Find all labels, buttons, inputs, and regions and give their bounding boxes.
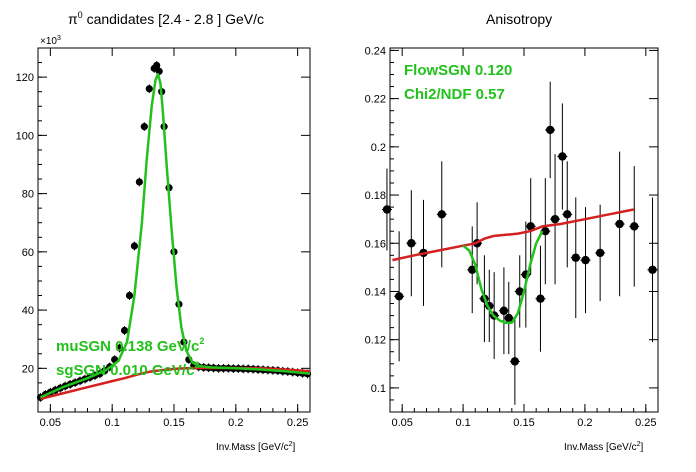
x-tick-label: 0.2 — [577, 417, 592, 429]
background-fit-line — [392, 208, 634, 262]
y-tick-label: 0.12 — [365, 335, 386, 347]
annotation-musgn: muSGN 0.138 GeV/c2 — [56, 336, 204, 355]
right-panel: Anisotropy 0.05 0.1 0.15 0.2 0.25 0.1 0.12 0.14… — [365, 11, 659, 453]
annotation-flowsgn: FlowSGN 0.120 — [404, 62, 512, 79]
data-point — [140, 123, 148, 131]
y-tick-label: 100 — [16, 130, 34, 142]
data-point — [120, 326, 129, 335]
signal-fit-line — [39, 72, 311, 399]
data-point — [153, 61, 161, 70]
data-point — [545, 125, 555, 135]
y-tick-label: 0.16 — [365, 238, 386, 250]
data-point — [615, 219, 624, 229]
y-tick-label: 0.18 — [365, 190, 386, 202]
data-point — [130, 242, 139, 250]
annotation-chi2ndf: Chi2/NDF 0.57 — [404, 86, 505, 103]
right-x-axis-label: Inv.Mass [GeV/c2] — [564, 441, 644, 453]
left-plot-area: 0.05 0.1 0.15 0.2 0.25 20 40 60 80 100 120 muSGN 0.… — [16, 47, 312, 429]
left-exponent-label: ×103 — [40, 35, 61, 47]
y-tick-label: 0.14 — [365, 286, 386, 298]
data-point — [382, 205, 392, 214]
annotation-sgsgn: sgSGN 0.010 GeV/c2 — [56, 360, 199, 379]
y-tick-label: 0.22 — [365, 94, 386, 106]
data-point — [135, 178, 143, 186]
y-tick-label: 120 — [16, 72, 34, 84]
left-x-axis-label: Inv.Mass [GeV/c2] — [216, 441, 296, 453]
x-tick-label: 0.25 — [287, 417, 308, 429]
x-tick-label: 0.15 — [513, 417, 534, 429]
y-tick-label: 0.2 — [371, 142, 386, 154]
right-title: Anisotropy — [486, 11, 552, 27]
data-point — [630, 222, 639, 231]
data-point — [407, 239, 416, 248]
x-tick-label: 0.1 — [105, 417, 120, 429]
data-point — [595, 248, 605, 258]
data-point — [145, 85, 153, 93]
left-title: π0 candidates [2.4 - 2.8 ] GeV/c — [68, 10, 264, 27]
data-point — [499, 306, 509, 315]
data-point — [155, 67, 163, 75]
data-point — [563, 210, 572, 219]
data-point — [504, 313, 513, 323]
y-tick-label: 40 — [22, 305, 34, 317]
x-tick-label: 0.25 — [635, 417, 656, 429]
data-point — [515, 287, 524, 296]
y-tick-label: 80 — [22, 189, 34, 201]
data-point — [526, 222, 535, 231]
data-point — [125, 291, 134, 300]
data-point — [558, 152, 567, 161]
data-point — [437, 210, 446, 219]
right-plot-area: 0.05 0.1 0.15 0.2 0.25 0.1 0.12 0.14 0.16 0.18 0.2… — [365, 45, 659, 429]
data-point — [536, 294, 545, 303]
y-tick-label: 60 — [22, 247, 34, 259]
x-tick-label: 0.05 — [391, 417, 412, 429]
data-point — [550, 214, 560, 224]
data-point — [510, 357, 520, 366]
y-tick-label: 0.24 — [365, 45, 386, 57]
data-point — [541, 227, 550, 236]
y-tick-label: 20 — [22, 363, 34, 375]
data-point — [648, 265, 657, 274]
data-point — [571, 253, 580, 262]
x-tick-label: 0.2 — [228, 417, 243, 429]
data-point — [394, 292, 404, 301]
left-panel: π0 candidates [2.4 - 2.8 ] GeV/c ×103 0.… — [16, 10, 312, 453]
data-point — [116, 344, 124, 352]
x-tick-label: 0.15 — [163, 417, 184, 429]
data-point — [468, 265, 477, 274]
x-tick-label: 0.05 — [40, 417, 61, 429]
y-tick-label: 0.1 — [371, 383, 386, 395]
x-tick-label: 0.1 — [455, 417, 470, 429]
data-point — [581, 255, 590, 265]
signal-fit-line — [462, 230, 544, 325]
